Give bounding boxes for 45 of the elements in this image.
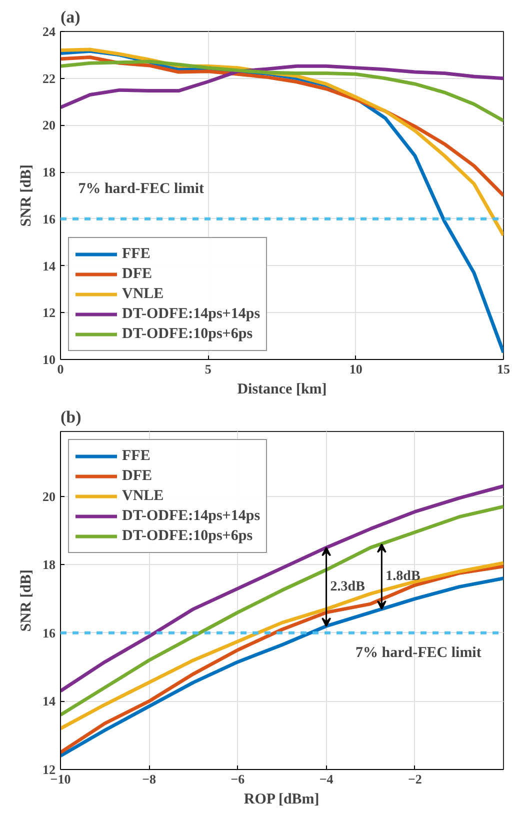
legend-label: VNLE [122,488,164,504]
y-tick-label: 10 [42,352,56,367]
y-tick-label: 14 [42,258,56,274]
y-axis-title: SNR [dB] [18,569,34,632]
legend-label: DT-ODFE:10ps+6ps [122,326,253,342]
y-tick-label: 18 [42,557,56,572]
annotation: 1.8dB [386,569,420,584]
legend-label: DT-ODFE:14ps+14ps [122,508,260,524]
legend-label: DFE [122,266,152,282]
x-axis-title: Distance [km] [237,382,327,398]
annotation: 2.3dB [330,579,365,594]
x-tick-label: 0 [57,362,64,376]
legend-label: DFE [122,468,152,484]
x-tick-label: −4 [319,772,334,786]
x-tick-label: −2 [408,772,422,786]
ref-line-label: 7% hard-FEC limit [78,180,204,197]
y-tick-label: 22 [42,70,56,86]
y-tick-label: 12 [42,762,56,777]
ref-line-label: 7% hard-FEC limit [356,644,482,661]
y-tick-label: 14 [42,694,56,709]
legend-label: FFE [122,246,150,262]
y-axis-title: SNR [dB] [18,164,34,227]
chart-title: (a) [60,8,80,26]
line-series [60,484,504,693]
legend-label: DT-ODFE:14ps+14ps [122,306,260,322]
y-tick-label: 12 [42,305,56,320]
x-tick-label: 5 [204,362,212,376]
line-series [60,64,504,110]
y-tick-label: 20 [42,118,56,133]
y-tick-label: 18 [42,164,56,180]
x-tick-label: 10 [349,362,362,376]
x-axis-title: ROP [dBm] [244,792,320,808]
chart-title: (b) [60,408,82,426]
y-tick-label: 16 [42,625,56,640]
legend-label: VNLE [122,286,164,302]
legend-label: FFE [122,448,150,464]
x-tick-label: −8 [142,772,157,786]
x-tick-label: −6 [230,772,246,786]
y-tick-label: 16 [42,211,56,226]
line-series [60,60,504,123]
y-tick-label: 24 [42,24,56,39]
x-tick-label: 15 [497,362,510,376]
y-tick-label: 20 [42,488,56,504]
line-series [60,504,504,717]
legend-label: DT-ODFE:10ps+6ps [122,528,253,544]
